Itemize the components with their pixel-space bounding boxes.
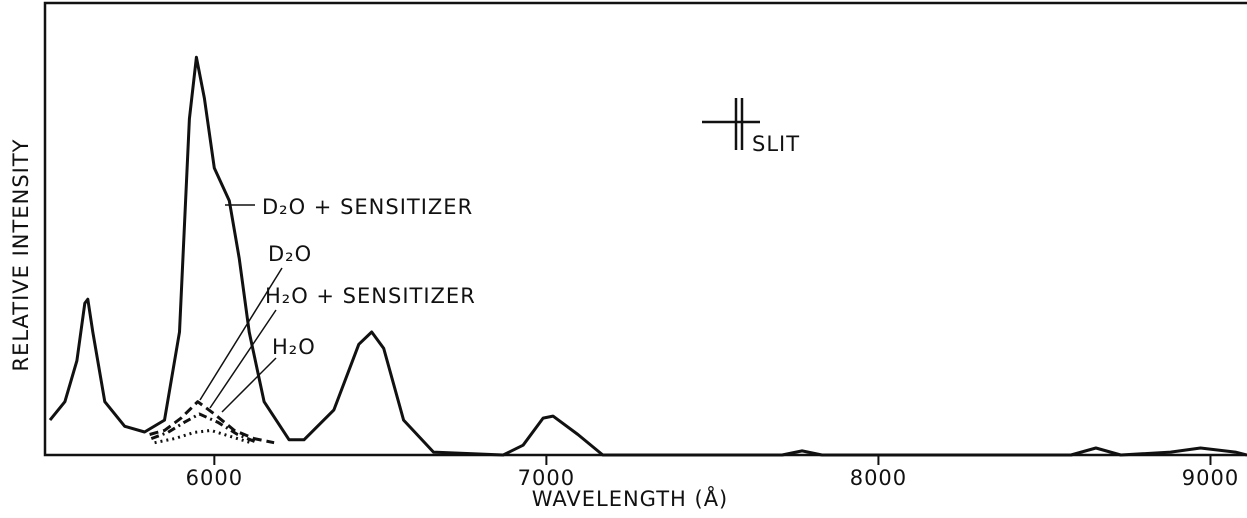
label-leader	[209, 309, 277, 409]
x-tick-label: 7000	[518, 466, 575, 490]
spectrum-line	[150, 412, 259, 445]
x-tick-label: 6000	[186, 466, 243, 490]
x-tick-label: 9000	[1182, 466, 1239, 490]
series-label: D₂O + SENSITIZER	[262, 195, 473, 219]
spectrum-line	[154, 428, 252, 445]
series-label: H₂O + SENSITIZER	[265, 284, 476, 308]
slit-label: SLIT	[752, 132, 800, 156]
spectrum-line	[149, 400, 275, 445]
label-leader	[199, 267, 283, 401]
slit-symbol	[702, 98, 760, 150]
series-label: D₂O	[268, 242, 312, 266]
x-axis-label: WAVELENGTH (Å)	[532, 485, 729, 511]
y-axis-label: RELATIVE INTENSITY	[9, 139, 33, 372]
plot-frame	[43, 1, 1247, 457]
x-tick-label: 8000	[850, 466, 907, 490]
label-leader	[221, 357, 277, 413]
spectrum-line	[48, 55, 1247, 457]
series-label: H₂O	[272, 335, 316, 359]
